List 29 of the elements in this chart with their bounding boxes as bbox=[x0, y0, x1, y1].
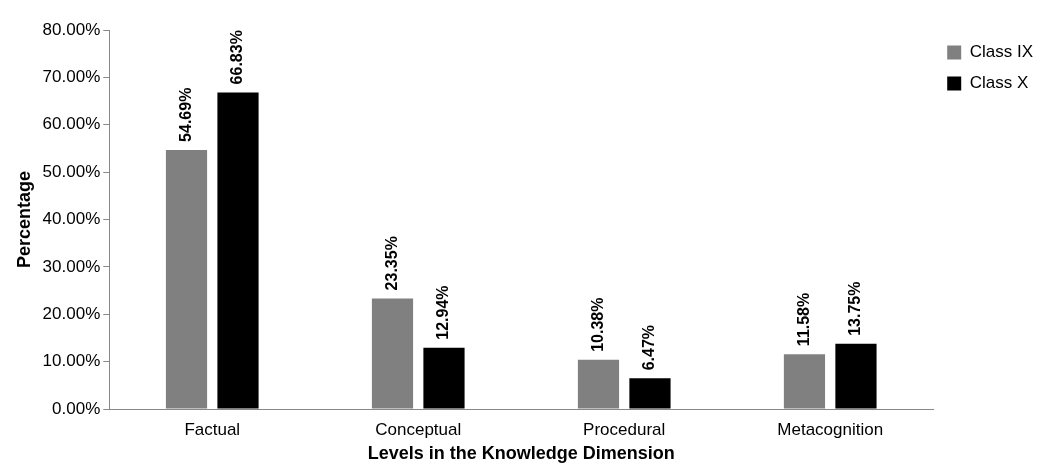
y-tick-label: 30.00% bbox=[42, 256, 101, 276]
y-tick-label: 80.00% bbox=[42, 19, 101, 39]
legend-label: Class X bbox=[969, 73, 1029, 93]
x-axis-title: Levels in the Knowledge Dimension bbox=[367, 443, 675, 464]
x-tick-label: Conceptual bbox=[375, 419, 462, 439]
data-label: 11.58% bbox=[794, 292, 812, 347]
x-tick-label: Factual bbox=[184, 419, 241, 439]
data-label: 6.47% bbox=[640, 324, 658, 371]
data-label: 66.83% bbox=[228, 30, 246, 85]
bar bbox=[423, 347, 465, 409]
y-tick-label: 10.00% bbox=[42, 351, 101, 371]
data-label: 10.38% bbox=[588, 297, 606, 352]
data-label: 54.69% bbox=[176, 87, 194, 142]
x-tick-label: Metacognition bbox=[777, 419, 884, 439]
bar bbox=[217, 92, 259, 409]
legend-label: Class IX bbox=[969, 42, 1033, 62]
y-tick-label: 50.00% bbox=[42, 161, 101, 181]
y-tick-label: 0.00% bbox=[52, 398, 101, 418]
data-label: 13.75% bbox=[846, 281, 864, 336]
data-label: 12.94% bbox=[434, 285, 452, 340]
bar bbox=[629, 378, 671, 409]
bar bbox=[835, 343, 877, 409]
y-tick-label: 40.00% bbox=[42, 209, 101, 229]
y-tick-label: 70.00% bbox=[42, 67, 101, 87]
y-tick-label: 60.00% bbox=[42, 114, 101, 134]
data-label: 23.35% bbox=[382, 236, 400, 291]
y-axis-title: Percentage bbox=[13, 170, 34, 269]
y-tick-label: 20.00% bbox=[42, 303, 101, 323]
x-tick-label: Procedural bbox=[583, 419, 666, 439]
